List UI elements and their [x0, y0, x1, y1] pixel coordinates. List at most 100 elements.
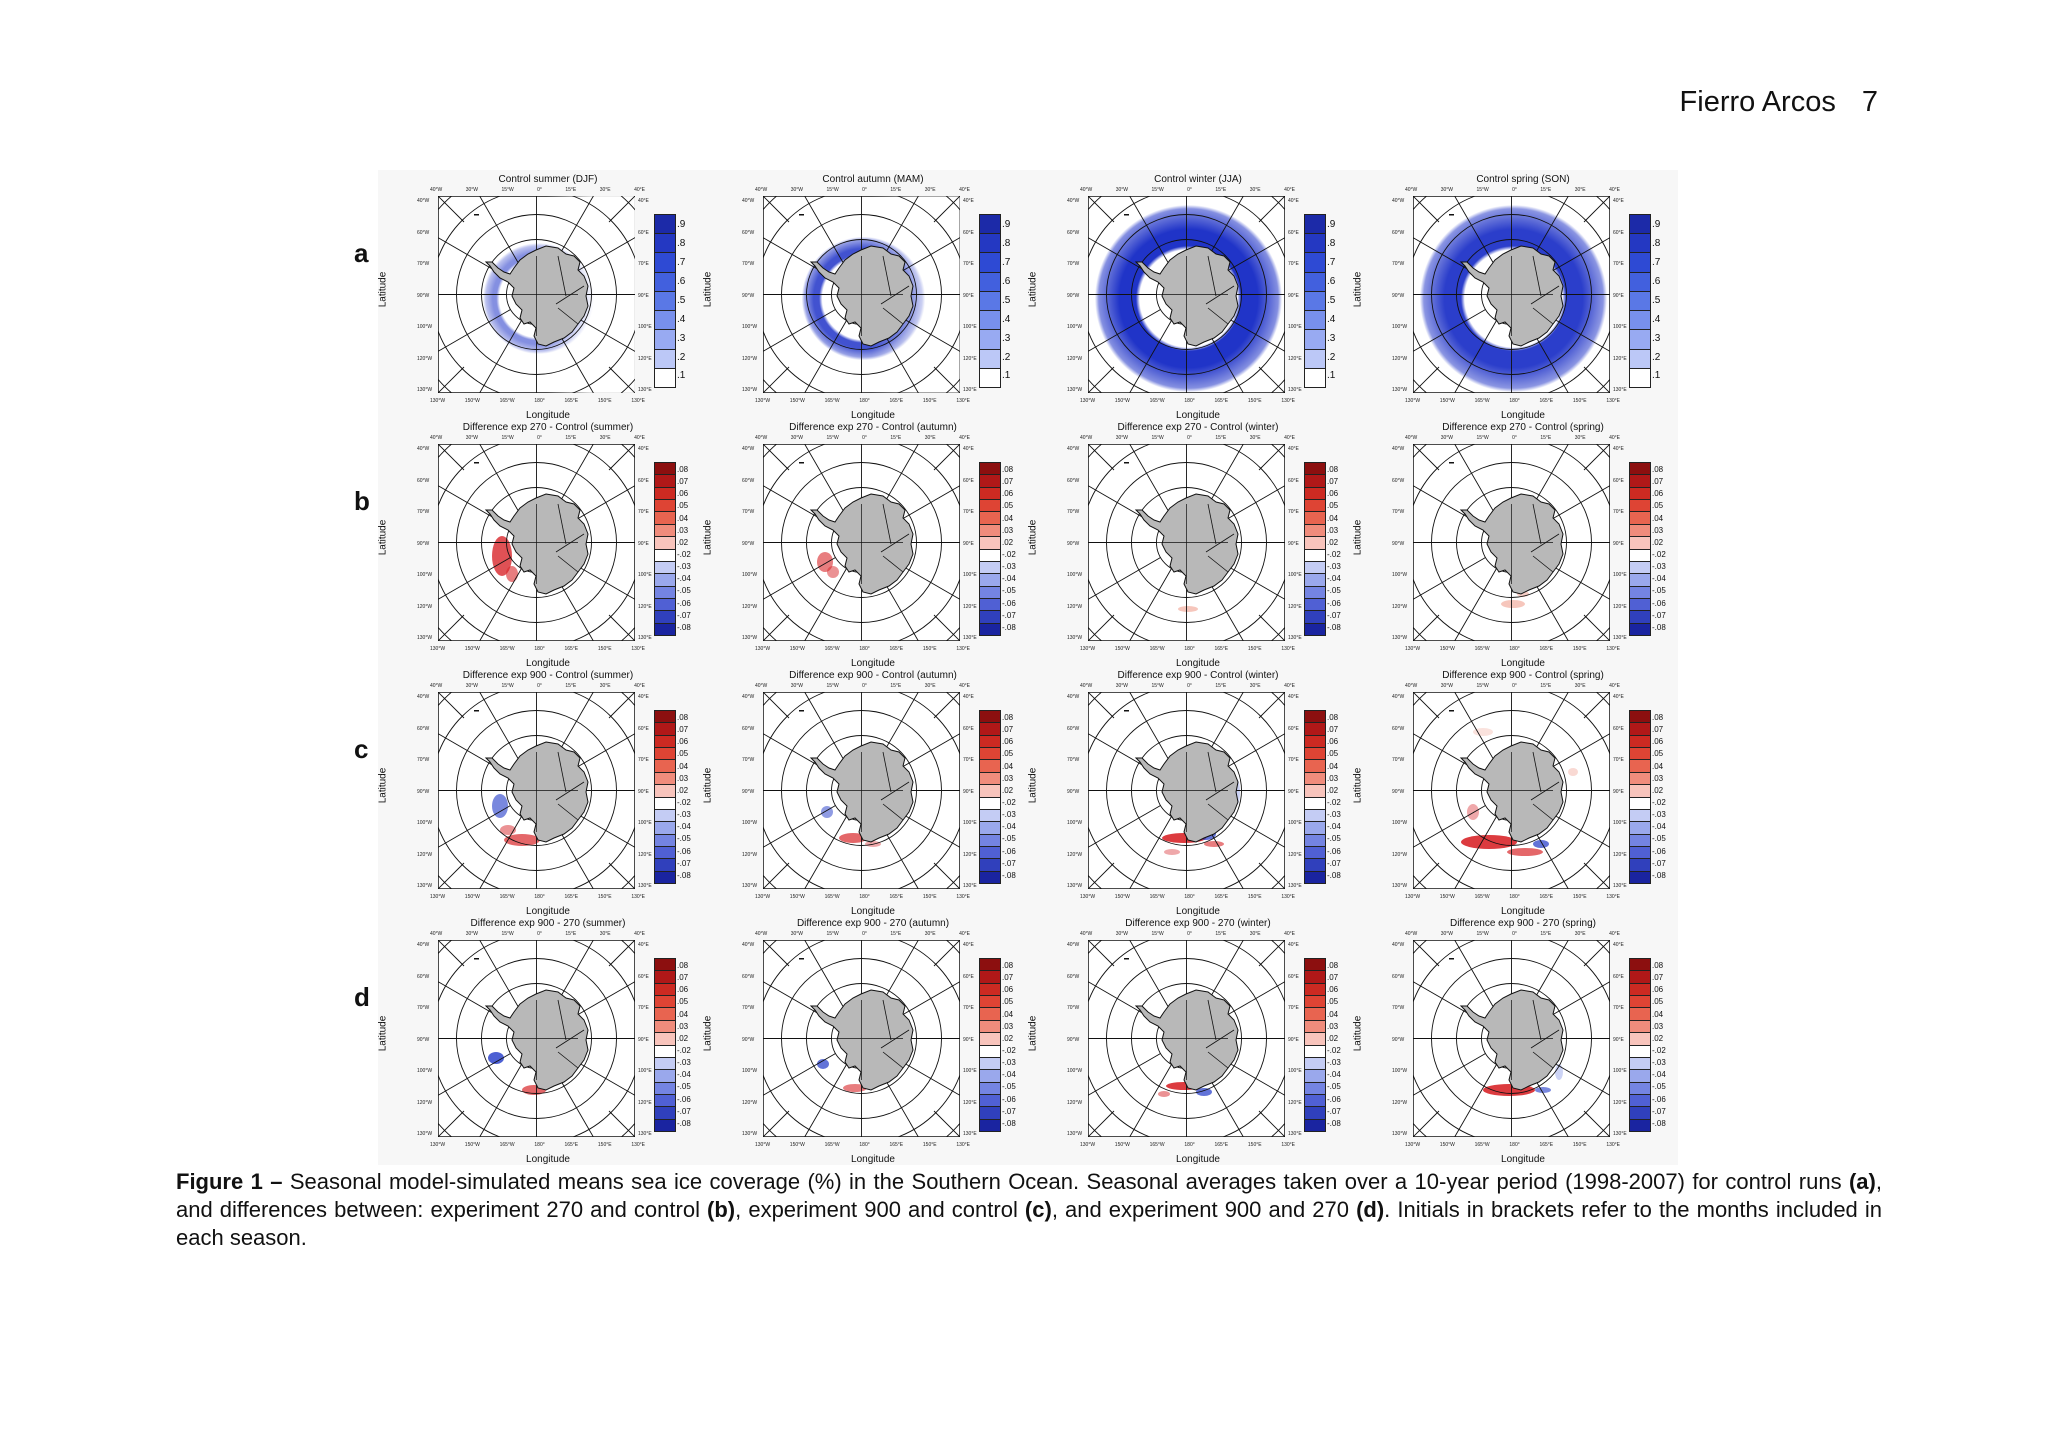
tick-label: 120°E: [638, 1099, 652, 1106]
tick-label: 0°: [537, 931, 542, 937]
colorbar-labels: .08 .07 .06 .05 .04 .03 .02 -.02 -.03 -.04 -.05 -.0…: [1327, 464, 1341, 634]
tick-label: 150°W: [1114, 1142, 1130, 1148]
colorbar-label: .06: [1652, 737, 1664, 747]
tick-label: 120°W: [742, 1099, 758, 1106]
difference-patch: [1467, 804, 1479, 820]
tick-label: 120°E: [1613, 851, 1627, 858]
colorbar-swatch: [980, 1033, 1000, 1046]
colorbar-swatch: [1305, 748, 1325, 761]
tick-label: 60°W: [1392, 973, 1405, 980]
colorbar-label: .06: [1002, 985, 1014, 995]
colorbar-label: .07: [1327, 477, 1339, 487]
tick-label: 150°W: [464, 646, 480, 652]
colorbar-swatch: [655, 500, 675, 513]
difference-patch: [492, 794, 508, 818]
tick-label: 120°W: [417, 851, 433, 858]
y-axis-label: Latitude: [1027, 519, 1039, 556]
tick-label: 15°E: [890, 931, 902, 937]
colorbar-label: .08: [1652, 713, 1664, 723]
colorbar-swatch: [980, 1082, 1000, 1095]
tick-label: 180°: [534, 1142, 545, 1148]
right-tick-labels: 40°E 60°E 70°E 90°E 100°E 120°E 130°E: [1288, 942, 1302, 1137]
tick-label: 40°E: [1613, 198, 1624, 204]
map-panel: Difference exp 270 - Control (winter) 40°…: [1027, 422, 1343, 672]
colorbar-swatch: [1630, 723, 1650, 736]
colorbar-label: -.07: [1327, 858, 1341, 868]
colorbar-swatch: [980, 537, 1000, 550]
caption-ref-c: (c): [1024, 1197, 1052, 1222]
colorbar-label: .2: [1652, 351, 1661, 363]
colorbar-label: -.02: [677, 798, 691, 808]
colorbar-swatch: [1305, 598, 1325, 612]
colorbar-swatch: [1305, 1033, 1325, 1046]
antarctica-landmass: [809, 741, 914, 843]
tick-label: 150°E: [922, 398, 937, 404]
tick-label: 130°W: [1405, 646, 1421, 652]
colorbar-label: .1: [1002, 370, 1011, 382]
tick-label: 165°E: [1539, 398, 1554, 404]
tick-label: 165°E: [889, 1142, 904, 1148]
colorbar-label: -.06: [1002, 598, 1016, 608]
colorbar-swatch: [1630, 537, 1650, 550]
tick-label: 180°: [534, 894, 545, 900]
colorbar-swatch: [655, 959, 675, 972]
colorbar-label: -.04: [1002, 1070, 1016, 1080]
colorbar-label: -.08: [1002, 870, 1016, 880]
tick-label: 100°W: [1392, 1068, 1408, 1074]
left-tick-labels: 40°W 60°W 70°W 90°W 100°W 120°W 130°W: [742, 446, 757, 641]
tick-label: 180°: [1184, 398, 1195, 404]
tick-label: 60°W: [417, 725, 430, 732]
colorbar-swatch: [1305, 735, 1325, 749]
tick-label: 180°: [859, 646, 870, 652]
colorbar-swatch: [1630, 971, 1650, 984]
colorbar-swatch: [980, 611, 1000, 624]
tick-label: 180°: [1509, 1142, 1520, 1148]
tick-label: 40°W: [1080, 931, 1093, 937]
left-tick-labels: 40°W 60°W 70°W 90°W 100°W 120°W 130°W: [1392, 694, 1407, 889]
colorbar-swatch: [1630, 809, 1650, 823]
colorbar-swatch: [1305, 1119, 1325, 1132]
tick-label: 165°W: [824, 894, 840, 900]
colorbar-swatch: [1305, 1020, 1325, 1034]
colorbar-swatch: [655, 1119, 675, 1132]
colorbar-swatch: [1305, 711, 1325, 724]
tick-label: 165°E: [564, 894, 579, 900]
colorbar-labels: .08 .07 .06 .05 .04 .03 .02 -.02 -.03 -.04 -.05 -.0…: [1002, 712, 1016, 882]
tick-label: 30°E: [1249, 683, 1261, 689]
tick-label: 15°E: [1215, 931, 1227, 937]
colorbar-swatch: [980, 549, 1000, 562]
colorbar-label: .04: [1327, 513, 1339, 523]
tick-label: 60°W: [417, 973, 430, 980]
colorbar-swatch: [1305, 859, 1325, 872]
tick-label: 150°W: [1114, 398, 1130, 404]
panel-title: Difference exp 900 - 270 (summer): [470, 918, 626, 929]
tick-label: 130°W: [755, 894, 771, 900]
colorbar-label: .02: [1327, 785, 1339, 795]
tick-label: 70°E: [638, 261, 649, 267]
colorbar-swatch: [1630, 1094, 1650, 1108]
tick-label: 130°E: [638, 635, 652, 641]
colorbar-swatch: [1630, 368, 1650, 387]
colorbar-swatch: [1630, 349, 1650, 369]
colorbar-swatch: [980, 1119, 1000, 1132]
colorbar-swatch: [655, 711, 675, 724]
tick-label: 90°E: [1613, 788, 1624, 795]
colorbar-swatch: [1305, 586, 1325, 599]
caption-ref-a: (a): [1848, 1169, 1876, 1194]
colorbar-swatch: [980, 711, 1000, 724]
colorbar-label: -.02: [677, 1046, 691, 1056]
tick-label: 70°E: [1613, 509, 1624, 515]
tick-label: 15°E: [1540, 931, 1552, 937]
colorbar-swatch: [1630, 330, 1650, 350]
bottom-tick-labels: 130°W 150°W 165°W 180° 165°E 150°E 130°E: [430, 646, 645, 652]
tick-label: 30°E: [599, 931, 611, 937]
colorbar-swatch: [655, 785, 675, 798]
tick-label: 120°W: [742, 355, 758, 362]
x-axis-label: Longitude: [1501, 410, 1545, 421]
difference-patch: [504, 834, 540, 846]
colorbar-label: .07: [1002, 973, 1014, 983]
colorbar-label: -.08: [1327, 622, 1341, 632]
colorbar-labels: .08 .07 .06 .05 .04 .03 .02 -.02 -.03 -.04 -.05 -.0…: [1652, 712, 1666, 882]
tick-label: 180°: [1184, 646, 1195, 652]
left-tick-labels: 40°W 60°W 70°W 90°W 100°W 120°W 130°W: [742, 942, 757, 1137]
